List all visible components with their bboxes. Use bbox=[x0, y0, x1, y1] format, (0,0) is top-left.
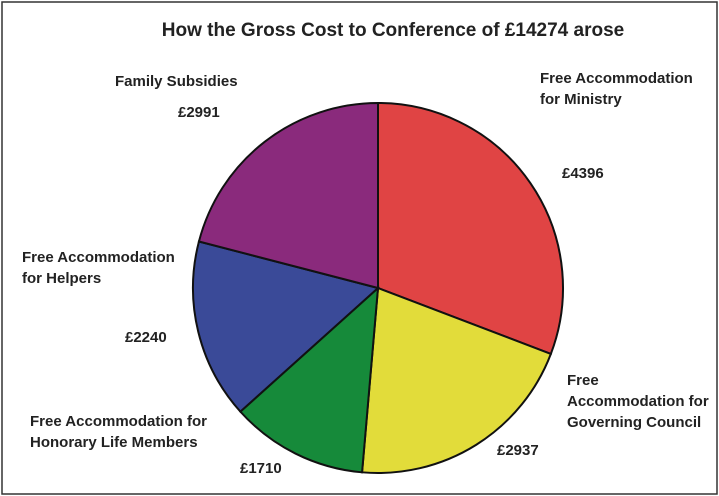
category-label: Free Accommodation for Helpers bbox=[22, 249, 175, 287]
pie-slice bbox=[238, 285, 380, 474]
pie-slice bbox=[360, 286, 553, 474]
category-label: Free Accommodation for Ministry bbox=[540, 70, 693, 108]
value-label: £2240 bbox=[125, 329, 167, 346]
chart-title: How the Gross Cost to Conference of £142… bbox=[161, 20, 625, 41]
value-label: £2991 bbox=[178, 104, 220, 121]
pie-slice bbox=[197, 101, 379, 290]
value-label: £4396 bbox=[562, 165, 604, 182]
category-label: Free Accommodation for Honorary Life Mem… bbox=[30, 413, 207, 451]
category-label: Free Accommodation for Governing Council bbox=[567, 372, 709, 431]
value-label: £1710 bbox=[240, 460, 282, 477]
pie-slice bbox=[377, 101, 564, 356]
category-label: Family Subsidies bbox=[115, 73, 238, 90]
value-label: £2937 bbox=[497, 442, 539, 459]
pie-slice bbox=[192, 240, 381, 414]
